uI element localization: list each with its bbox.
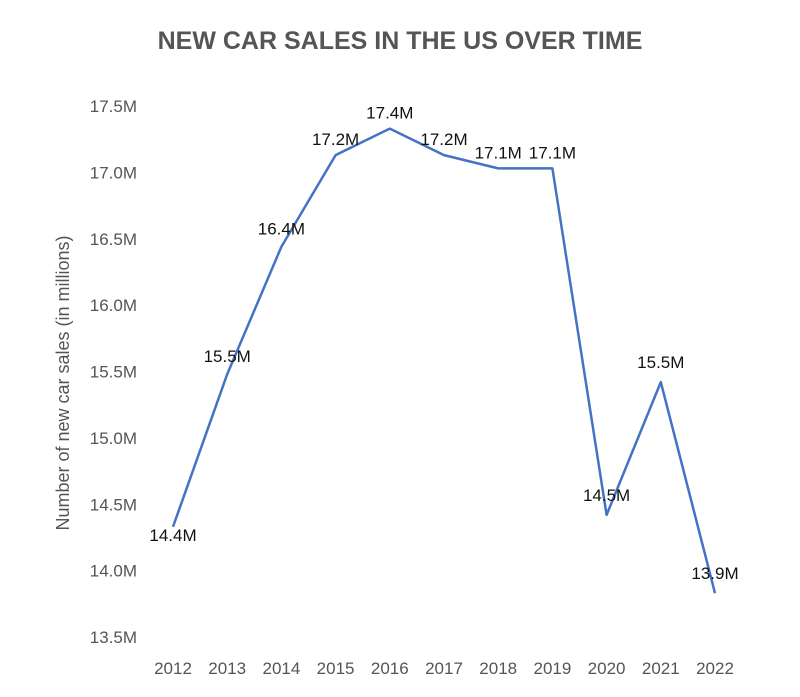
data-label: 15.5M [637,353,684,372]
y-tick-label: 13.5M [90,628,137,647]
x-tick-label: 2020 [588,659,626,678]
y-tick-label: 14.0M [90,562,137,581]
x-tick-label: 2013 [208,659,246,678]
x-tick-label: 2022 [696,659,734,678]
y-tick-label: 17.0M [90,163,137,182]
y-tick-label: 16.5M [90,230,137,249]
data-label: 17.1M [529,143,576,162]
y-tick-label: 15.0M [90,429,137,448]
y-axis-title: Number of new car sales (in millions) [53,235,73,530]
series-layer [171,127,717,594]
x-tick-label: 2016 [371,659,409,678]
y-tick-label: 17.5M [90,97,137,116]
x-axis-ticks: 2012 2013 2014 2015 2016 2017 2018 2019 2020 2021… [154,659,734,678]
x-tick-label: 2012 [154,659,192,678]
data-label: 17.4M [366,104,413,123]
y-tick-label: 14.5M [90,495,137,514]
data-label: 13.9M [691,564,738,583]
x-tick-label: 2019 [533,659,571,678]
data-label: 17.2M [420,130,467,149]
x-tick-label: 2014 [262,659,300,678]
data-label: 16.4M [258,220,305,239]
x-tick-label: 2017 [425,659,463,678]
data-label: 17.1M [475,143,522,162]
data-labels: 14.4M 15.5M 16.4M 17.2M 17.4M 17.2M 17.1M 17.1M… [149,104,738,584]
y-tick-label: 15.5M [90,363,137,382]
data-label: 17.2M [312,130,359,149]
x-tick-label: 2018 [479,659,517,678]
x-tick-label: 2015 [317,659,355,678]
series-line [171,127,717,594]
y-tick-label: 16.0M [90,296,137,315]
data-label: 14.5M [583,486,630,505]
y-axis-ticks: 13.5M 14.0M 14.5M 15.0M 15.5M 16.0M 16.5M 17.0M… [90,97,137,647]
data-label: 15.5M [204,347,251,366]
data-label: 14.4M [149,526,196,545]
x-tick-label: 2021 [642,659,680,678]
chart-title: NEW CAR SALES IN THE US OVER TIME [158,27,643,55]
